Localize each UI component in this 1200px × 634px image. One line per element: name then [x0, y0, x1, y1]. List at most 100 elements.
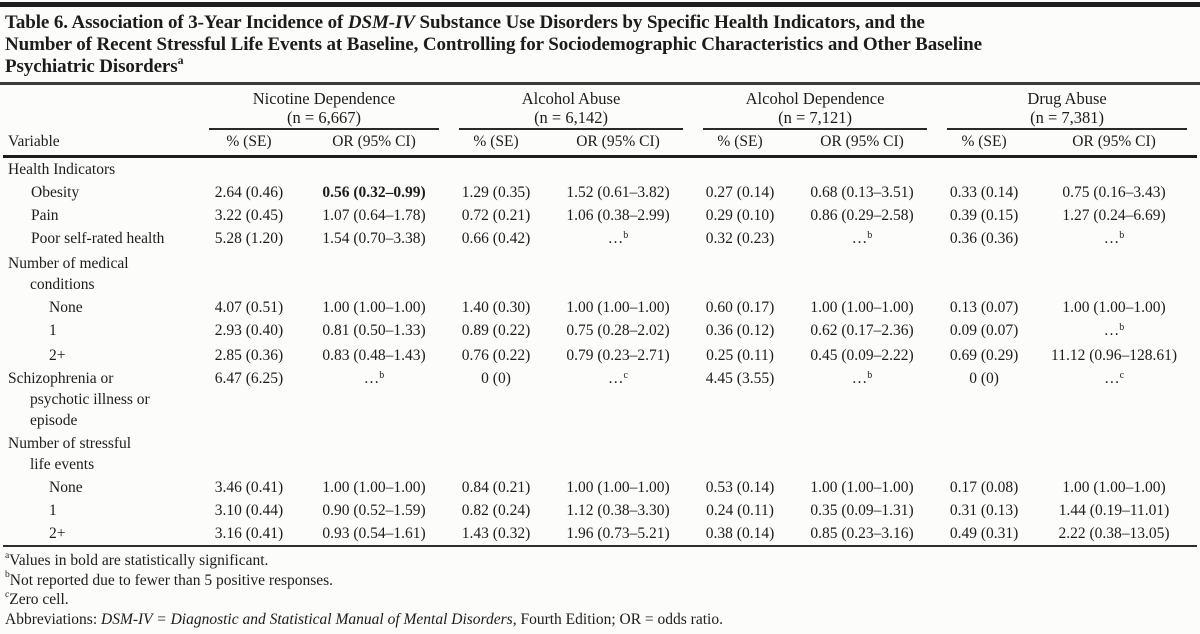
data-cell: 0.72 (0.21) — [461, 207, 531, 224]
data-cell: 0.36 (0.36) — [949, 230, 1019, 247]
data-cell: 0.35 (0.09–1.31) — [810, 502, 914, 519]
title-line: Number of Recent Stressful Life Events a… — [5, 34, 982, 55]
data-cell: 0.13 (0.07) — [949, 299, 1019, 316]
footnote-line: cZero cell. — [5, 588, 69, 608]
results-table: Nicotine Dependence (n = 6,667) Alcohol … — [3, 85, 1198, 545]
group-name: Nicotine Dependence — [252, 89, 396, 108]
data-cell: 1.06 (0.38–2.99) — [566, 207, 670, 224]
data-cell: 4.45 (3.55) — [705, 370, 775, 387]
data-cell: 2.93 (0.40) — [214, 322, 284, 339]
data-cell: 0.25 (0.11) — [706, 347, 774, 364]
table-row: Health Indicators — [3, 157, 1197, 182]
data-cell: 1.52 (0.61–3.82) — [566, 184, 670, 201]
data-cell: 0.49 (0.31) — [949, 525, 1019, 542]
data-cell: 1.00 (1.00–1.00) — [810, 299, 914, 316]
data-cell: 0.76 (0.22) — [461, 347, 531, 364]
table-row: 2+ 3.16 (0.41) 0.93 (0.54–1.61) 1.43 (0.32)… — [3, 522, 1197, 545]
data-cell — [299, 157, 449, 182]
table-row: Poor self-rated health 5.28 (1.20) 1.54 (0… — [3, 227, 1197, 252]
data-cell: 1.00 (1.00–1.00) — [810, 479, 914, 496]
data-cell: 0.39 (0.15) — [949, 207, 1019, 224]
data-cell: 0.31 (0.13) — [949, 502, 1019, 519]
data-cell: 0.45 (0.09–2.22) — [810, 347, 914, 364]
group-name: Drug Abuse — [1027, 89, 1107, 108]
data-cell: 0.86 (0.29–2.58) — [810, 207, 914, 224]
data-cell: 0.56 (0.32–0.99) — [322, 184, 426, 201]
data-cell: 1.00 (1.00–1.00) — [322, 299, 426, 316]
title-divider — [0, 82, 1200, 85]
data-cell — [693, 432, 787, 476]
data-cell — [543, 157, 693, 182]
table-row: 1 3.10 (0.44) 0.90 (0.52–1.59) 0.82 (0.24) 1… — [3, 499, 1197, 522]
data-cell: 0.89 (0.22) — [461, 322, 531, 339]
table-row: Number of stressful life events — [3, 432, 1197, 476]
data-cell: 0.68 (0.13–3.51) — [810, 184, 914, 201]
row-label: None — [49, 299, 83, 316]
row-label: Schizophrenia or psychotic illness or epis… — [8, 370, 150, 429]
data-cell — [449, 252, 543, 296]
table-row: Pain 3.22 (0.45) 1.07 (0.64–1.78) 0.72 (0.2… — [3, 204, 1197, 227]
row-label: Poor self-rated health — [31, 230, 165, 247]
subheader-row: Variable % (SE) OR (95% CI)% (SE) OR (95% … — [3, 130, 1198, 158]
data-cell: 3.46 (0.41) — [214, 479, 284, 496]
group-n: (n = 6,142) — [534, 108, 608, 127]
data-cell: 0.66 (0.42) — [461, 230, 531, 247]
data-cell: 0.82 (0.24) — [461, 502, 531, 519]
data-cell: 2.85 (0.36) — [214, 347, 284, 364]
data-cell: …b — [607, 230, 629, 247]
table-row: Schizophrenia or psychotic illness or epis… — [3, 367, 1197, 432]
data-cell — [937, 432, 1031, 476]
footnote-marker: b — [1119, 230, 1125, 241]
group-header-alcohol-dependence: Alcohol Dependence (n = 7,121) — [693, 85, 937, 130]
row-label: Number of medical conditions — [8, 255, 129, 293]
data-cell: 1.44 (0.19–11.01) — [1058, 502, 1170, 519]
data-cell: …b — [851, 370, 873, 387]
data-cell: 0.17 (0.08) — [949, 479, 1019, 496]
data-cell: 0.75 (0.16–3.43) — [1062, 184, 1166, 201]
data-cell — [1031, 252, 1197, 296]
data-cell: 4.07 (0.51) — [214, 299, 284, 316]
footnote-marker: c — [623, 370, 628, 381]
data-cell: 3.10 (0.44) — [214, 502, 284, 519]
data-cell: 5.28 (1.20) — [214, 230, 284, 247]
data-cell: 1.07 (0.64–1.78) — [322, 207, 426, 224]
data-cell: 0.32 (0.23) — [705, 230, 775, 247]
group-n: (n = 7,121) — [778, 108, 852, 127]
data-cell — [449, 432, 543, 476]
row-label: None — [49, 479, 83, 496]
top-rule — [0, 2, 1200, 7]
data-cell — [937, 157, 1031, 182]
table-row: None 4.07 (0.51) 1.00 (1.00–1.00) 1.40 (0.3… — [3, 296, 1197, 319]
data-cell: 2.22 (0.38–13.05) — [1058, 525, 1170, 542]
data-cell: 2.64 (0.46) — [214, 184, 284, 201]
subheader-pct-se: % (SE) — [937, 130, 1032, 158]
data-cell: 0.81 (0.50–1.33) — [322, 322, 426, 339]
data-cell: 0.93 (0.54–1.61) — [322, 525, 426, 542]
data-cell: 0.29 (0.10) — [705, 207, 775, 224]
table-row: None 3.46 (0.41) 1.00 (1.00–1.00) 0.84 (0.2… — [3, 476, 1197, 499]
data-cell: 0.38 (0.14) — [705, 525, 775, 542]
data-cell: 1.00 (1.00–1.00) — [1062, 479, 1166, 496]
data-cell: 0.36 (0.12) — [705, 322, 775, 339]
data-cell: …b — [851, 230, 873, 247]
data-cell: 11.12 (0.96–128.61) — [1051, 347, 1178, 364]
data-cell — [787, 252, 937, 296]
footnote-line: Abbreviations: DSM-IV = Diagnostic and S… — [5, 610, 723, 628]
subheader-pct-se: % (SE) — [693, 130, 788, 158]
data-cell: 1.00 (1.00–1.00) — [322, 479, 426, 496]
row-label: Obesity — [31, 184, 80, 201]
footnote-line: aValues in bold are statistically signif… — [5, 549, 269, 569]
data-cell — [299, 432, 449, 476]
data-cell — [543, 252, 693, 296]
data-cell — [299, 252, 449, 296]
data-cell: 1.40 (0.30) — [461, 299, 531, 316]
footnotes: aValues in bold are statistically signif… — [3, 545, 1197, 634]
corner-cell — [3, 85, 199, 130]
data-cell — [693, 252, 787, 296]
data-cell: 0.84 (0.21) — [461, 479, 531, 496]
data-cell: 0.60 (0.17) — [705, 299, 775, 316]
subheader-pct-se: % (SE) — [449, 130, 544, 158]
footnote-marker: b — [867, 370, 873, 381]
data-cell: 3.16 (0.41) — [214, 525, 284, 542]
